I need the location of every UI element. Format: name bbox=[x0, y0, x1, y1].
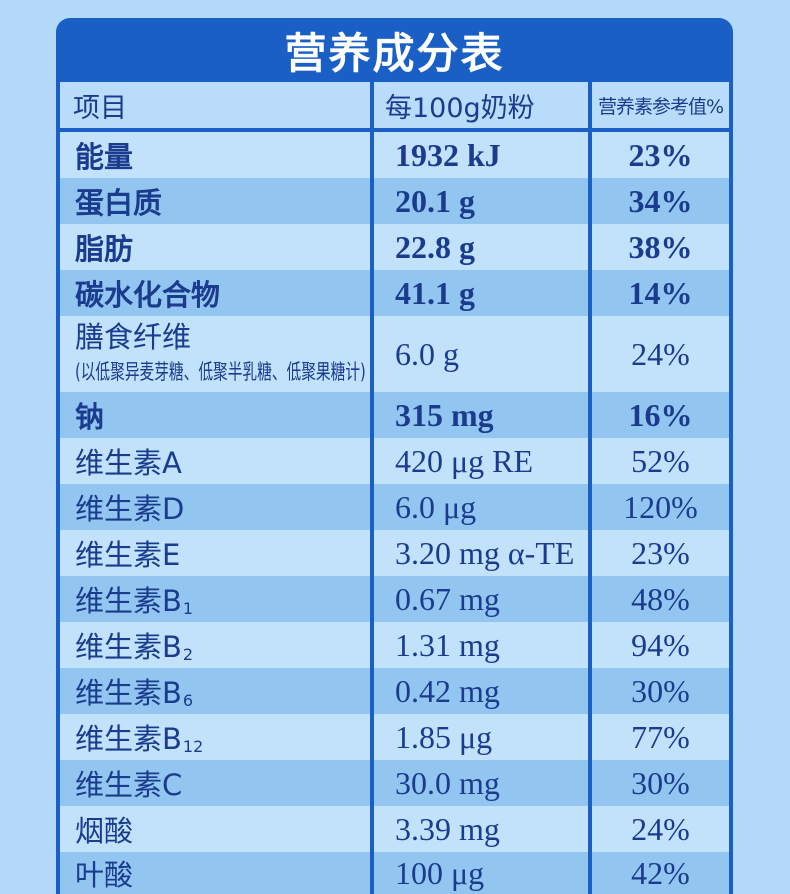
nutrient-name: 维生素B bbox=[75, 630, 182, 664]
nutrient-amount: 420 μg RE bbox=[374, 438, 592, 484]
nutrient-name: 维生素B bbox=[75, 584, 182, 618]
header-divider bbox=[60, 128, 729, 132]
nutrient-row-dietary-fiber: 膳食纤维 (以低聚异麦芽糖、低聚半乳糖、低聚果糖计) 6.0 g 24% bbox=[60, 316, 729, 392]
nutrient-amount: 3.39 mg bbox=[374, 806, 592, 852]
nutrient-name: 脂肪 bbox=[60, 224, 374, 270]
nutrient-name-cell: 膳食纤维 (以低聚异麦芽糖、低聚半乳糖、低聚果糖计) bbox=[60, 316, 374, 392]
nutrient-name-cell: 维生素B 6 bbox=[60, 668, 374, 714]
column-header-item: 项目 bbox=[60, 82, 374, 128]
nutrient-nrv-percent: 94% bbox=[631, 626, 690, 663]
nutrient-amount: 1932 kJ bbox=[374, 132, 592, 178]
nutrient-row-vitamin-c: 维生素C 30.0 mg 30% bbox=[60, 760, 729, 806]
nutrient-nrv-percent: 24% bbox=[631, 810, 690, 847]
nutrient-row-vitamin-b6: 维生素B 6 0.42 mg 30% bbox=[60, 668, 729, 714]
nutrient-nrv-percent: 23% bbox=[628, 136, 693, 173]
nutrition-facts-table: 营养成分表 项目 每100g奶粉 营养素参考值% 能量 1932 kJ 23% … bbox=[56, 18, 733, 894]
nutrient-row-vitamin-b12: 维生素B 12 1.85 μg 77% bbox=[60, 714, 729, 760]
nutrient-row-energy: 能量 1932 kJ 23% bbox=[60, 132, 729, 178]
nutrient-row-vitamin-e: 维生素E 3.20 mg α-TE 23% bbox=[60, 530, 729, 576]
nutrient-name: 维生素B bbox=[75, 676, 182, 710]
nutrient-name: 碳水化合物 bbox=[60, 270, 374, 316]
nutrient-nrv-percent: 14% bbox=[628, 274, 693, 311]
nutrient-subscript: 12 bbox=[182, 736, 204, 756]
nutrient-nrv-percent: 34% bbox=[628, 182, 693, 219]
table-title: 营养成分表 bbox=[56, 18, 733, 82]
nutrient-row-vitamin-b1: 维生素B 1 0.67 mg 48% bbox=[60, 576, 729, 622]
nutrient-nrv-percent: 48% bbox=[631, 580, 690, 617]
nutrient-nrv-percent: 24% bbox=[631, 335, 690, 372]
nutrient-row-sodium: 钠 315 mg 16% bbox=[60, 392, 729, 438]
nutrient-note: (以低聚异麦芽糖、低聚半乳糖、低聚果糖计) bbox=[75, 360, 366, 384]
nutrient-name: 叶酸 bbox=[60, 852, 374, 894]
nutrient-amount: 30.0 mg bbox=[374, 760, 592, 806]
column-header-row: 项目 每100g奶粉 营养素参考值% bbox=[60, 82, 729, 128]
nutrient-nrv-percent: 16% bbox=[628, 396, 693, 433]
nutrient-subscript: 1 bbox=[182, 598, 194, 618]
nutrient-name: 膳食纤维 bbox=[75, 320, 192, 354]
nutrient-amount: 20.1 g bbox=[374, 178, 592, 224]
nutrient-row-vitamin-b2: 维生素B 2 1.31 mg 94% bbox=[60, 622, 729, 668]
nutrient-amount: 22.8 g bbox=[374, 224, 592, 270]
nutrient-amount: 1.31 mg bbox=[374, 622, 592, 668]
nutrient-subscript: 6 bbox=[182, 690, 194, 710]
nutrient-nrv-percent: 30% bbox=[631, 672, 690, 709]
nutrient-nrv-percent: 42% bbox=[631, 854, 690, 891]
nutrient-amount: 3.20 mg α-TE bbox=[374, 530, 592, 576]
nutrient-name: 能量 bbox=[60, 132, 374, 178]
nutrient-amount: 6.0 μg bbox=[374, 484, 592, 530]
nutrient-name-cell: 维生素B 12 bbox=[60, 714, 374, 760]
nutrient-amount: 41.1 g bbox=[374, 270, 592, 316]
nutrient-amount: 100 μg bbox=[374, 852, 592, 894]
nutrient-row-protein: 蛋白质 20.1 g 34% bbox=[60, 178, 729, 224]
nutrient-amount: 315 mg bbox=[374, 392, 592, 438]
nutrient-amount: 1.85 μg bbox=[374, 714, 592, 760]
nutrient-row-carbohydrate: 碳水化合物 41.1 g 14% bbox=[60, 270, 729, 316]
nutrient-amount: 0.42 mg bbox=[374, 668, 592, 714]
table-body: 项目 每100g奶粉 营养素参考值% 能量 1932 kJ 23% 蛋白质 20… bbox=[56, 82, 733, 894]
nutrient-name-cell: 维生素B 1 bbox=[60, 576, 374, 622]
nutrient-subscript: 2 bbox=[182, 644, 194, 664]
nutrient-name: 维生素C bbox=[60, 760, 374, 806]
nutrient-name: 维生素A bbox=[60, 438, 374, 484]
nutrient-name: 维生素E bbox=[60, 530, 374, 576]
nutrient-amount: 6.0 g bbox=[374, 316, 592, 392]
nutrient-amount: 0.67 mg bbox=[374, 576, 592, 622]
nutrient-row-niacin: 烟酸 3.39 mg 24% bbox=[60, 806, 729, 852]
nutrient-row-vitamin-d: 维生素D 6.0 μg 120% bbox=[60, 484, 729, 530]
column-header-per-100g: 每100g奶粉 bbox=[374, 82, 592, 128]
nutrient-name: 维生素B bbox=[75, 722, 182, 756]
nutrient-name-cell: 维生素B 2 bbox=[60, 622, 374, 668]
nutrient-nrv-percent: 23% bbox=[631, 534, 690, 571]
nutrient-nrv-percent: 38% bbox=[628, 228, 693, 265]
nutrient-row-folic-acid: 叶酸 100 μg 42% bbox=[60, 852, 729, 894]
nutrient-name: 维生素D bbox=[60, 484, 374, 530]
column-header-nrv: 营养素参考值% bbox=[597, 95, 724, 118]
nutrient-row-vitamin-a: 维生素A 420 μg RE 52% bbox=[60, 438, 729, 484]
nutrient-nrv-percent: 52% bbox=[631, 442, 690, 479]
nutrient-row-fat: 脂肪 22.8 g 38% bbox=[60, 224, 729, 270]
nutrient-nrv-percent: 120% bbox=[623, 488, 698, 525]
nutrient-name: 蛋白质 bbox=[60, 178, 374, 224]
nutrient-nrv-percent: 30% bbox=[631, 764, 690, 801]
nutrient-name: 钠 bbox=[60, 392, 374, 438]
nutrient-nrv-percent: 77% bbox=[631, 718, 690, 755]
nutrient-name: 烟酸 bbox=[60, 806, 374, 852]
